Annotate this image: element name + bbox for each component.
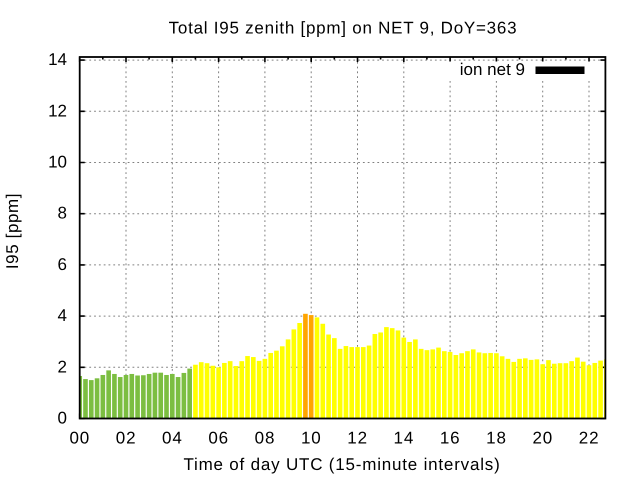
svg-text:14: 14 (48, 50, 67, 69)
svg-text:Total I95 zenith [ppm] on NET: Total I95 zenith [ppm] on NET 9, DoY=363 (169, 18, 518, 37)
svg-text:02: 02 (116, 429, 137, 448)
svg-text:10: 10 (48, 153, 67, 172)
svg-text:22: 22 (579, 429, 600, 448)
svg-text:00: 00 (69, 429, 90, 448)
svg-text:06: 06 (208, 429, 229, 448)
svg-text:20: 20 (532, 429, 553, 448)
svg-text:ion net 9: ion net 9 (460, 60, 525, 79)
svg-text:08: 08 (255, 429, 276, 448)
svg-text:2: 2 (58, 357, 67, 376)
svg-text:0: 0 (58, 409, 67, 428)
svg-text:Time of day UTC (15-minute int: Time of day UTC (15-minute intervals) (183, 455, 500, 474)
svg-text:8: 8 (58, 204, 67, 223)
svg-text:04: 04 (162, 429, 183, 448)
svg-text:6: 6 (58, 255, 67, 274)
svg-text:10: 10 (301, 429, 322, 448)
svg-text:I95 [ppm]: I95 [ppm] (3, 193, 22, 269)
svg-text:18: 18 (486, 429, 507, 448)
svg-text:12: 12 (347, 429, 368, 448)
svg-text:16: 16 (440, 429, 461, 448)
svg-text:4: 4 (58, 306, 67, 325)
svg-text:12: 12 (48, 101, 67, 120)
svg-text:14: 14 (394, 429, 415, 448)
